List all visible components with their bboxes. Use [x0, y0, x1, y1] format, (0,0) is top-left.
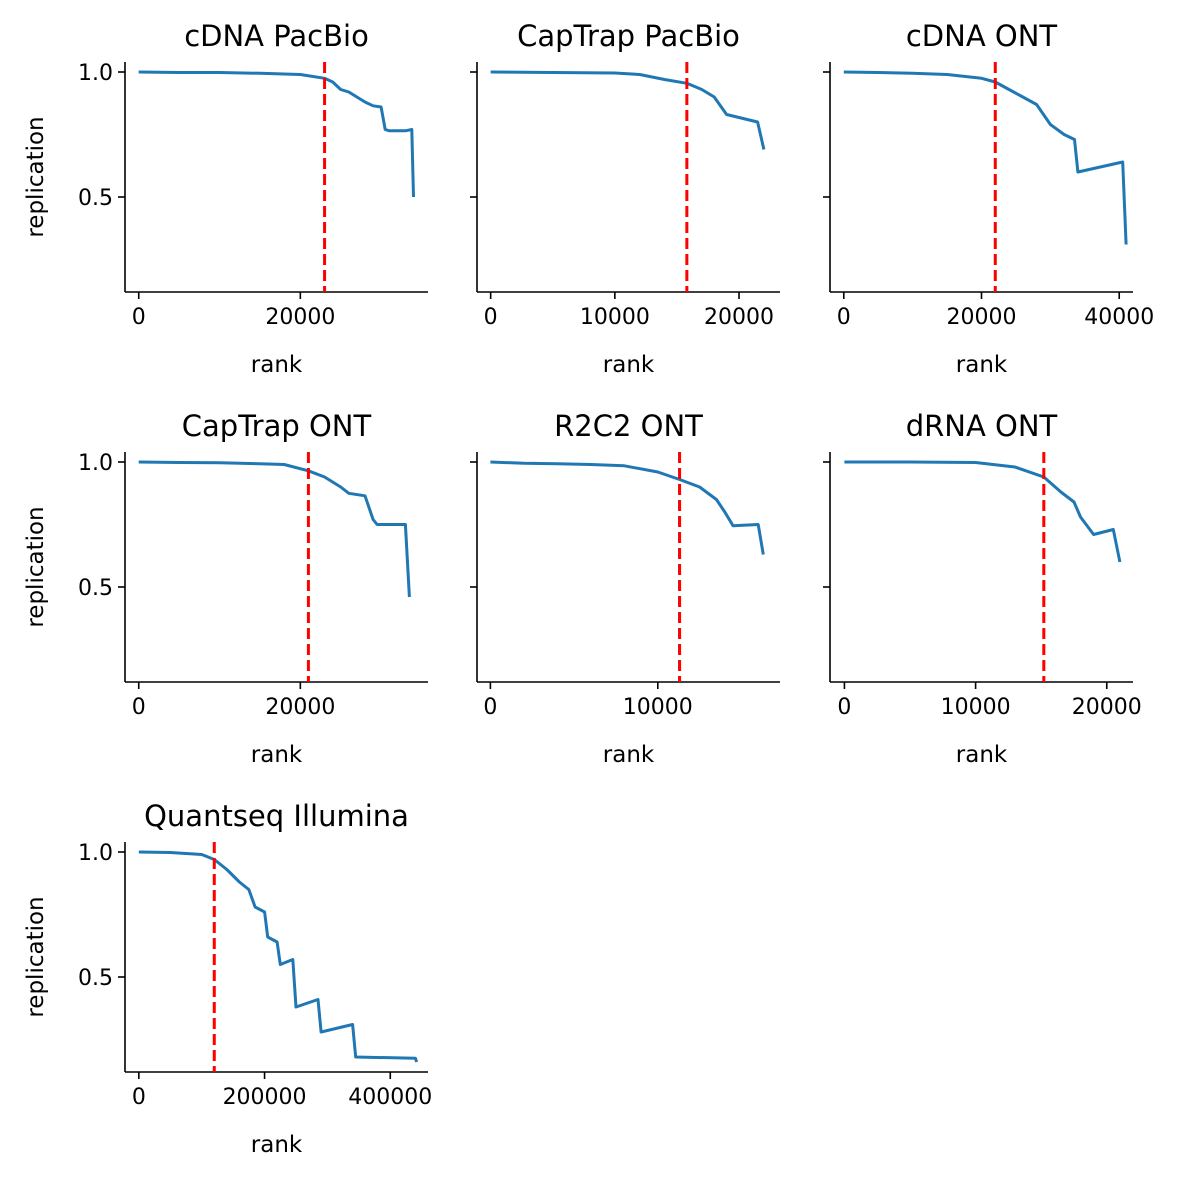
y-tick-label: 0.5 [78, 186, 113, 211]
chart-panel: cDNA PacBio 0 20000 0.5 1.0 rank replication [23, 19, 428, 378]
x-axis-label: rank [603, 742, 655, 768]
y-tick-label: 0.5 [78, 966, 113, 991]
x-tick-label: 20000 [265, 695, 335, 720]
y-tick-label: 0.5 [78, 576, 113, 601]
y-tick-label: 1.0 [78, 841, 113, 866]
panel-title: cDNA ONT [906, 19, 1058, 53]
x-tick-label: 0 [132, 1085, 146, 1110]
series-line [138, 850, 419, 1063]
x-tick-label: 0 [483, 695, 497, 720]
y-axis-label: replication [23, 116, 49, 237]
x-axis-label: rank [251, 352, 303, 378]
series-line [844, 460, 1122, 563]
series-line [138, 70, 415, 198]
panel-title: R2C2 ONT [554, 409, 703, 443]
chart-panel: CapTrap ONT 0 20000 0.5 1.0 rank replication [23, 409, 428, 768]
y-tick-label: 1.0 [78, 451, 113, 476]
x-tick-label: 20000 [704, 305, 774, 330]
chart-panel: R2C2 ONT 0 10000 rank [470, 409, 780, 768]
x-tick-label: 40000 [1084, 305, 1154, 330]
chart-panel: CapTrap PacBio 0 10000 20000 rank [470, 19, 780, 378]
x-tick-label: 20000 [1072, 695, 1142, 720]
panel-title: cDNA PacBio [184, 19, 369, 53]
x-tick-label: 200000 [223, 1085, 307, 1110]
y-axis-label: replication [23, 896, 49, 1017]
y-tick-label: 1.0 [78, 61, 113, 86]
panel-title: CapTrap ONT [182, 409, 372, 443]
x-tick-label: 10000 [623, 695, 693, 720]
x-tick-label: 20000 [947, 305, 1017, 330]
x-tick-label: 400000 [348, 1085, 432, 1110]
x-axis-label: rank [251, 742, 303, 768]
panel-title: CapTrap PacBio [517, 19, 740, 53]
series-line [490, 460, 765, 555]
x-tick-label: 10000 [941, 695, 1011, 720]
x-tick-label: 0 [132, 305, 146, 330]
x-tick-label: 20000 [265, 305, 335, 330]
series-line [843, 70, 1128, 245]
series-line [138, 460, 411, 598]
x-tick-label: 10000 [580, 305, 650, 330]
y-axis-label: replication [23, 506, 49, 627]
x-axis-label: rank [251, 1132, 303, 1158]
chart-panel: dRNA ONT 0 10000 20000 rank [823, 409, 1142, 768]
x-tick-label: 0 [837, 305, 851, 330]
chart-panel: Quantseq Illumina 0 200000 400000 0.5 1.0 rank… [23, 799, 432, 1158]
x-tick-label: 0 [132, 695, 146, 720]
x-axis-label: rank [956, 352, 1008, 378]
x-axis-label: rank [603, 352, 655, 378]
chart-panel: cDNA ONT 0 20000 40000 rank [823, 19, 1154, 378]
x-tick-label: 0 [484, 305, 498, 330]
x-tick-label: 0 [837, 695, 851, 720]
panel-title: Quantseq Illumina [144, 799, 409, 833]
x-axis-label: rank [956, 742, 1008, 768]
series-line [490, 70, 766, 150]
panel-title: dRNA ONT [906, 409, 1058, 443]
